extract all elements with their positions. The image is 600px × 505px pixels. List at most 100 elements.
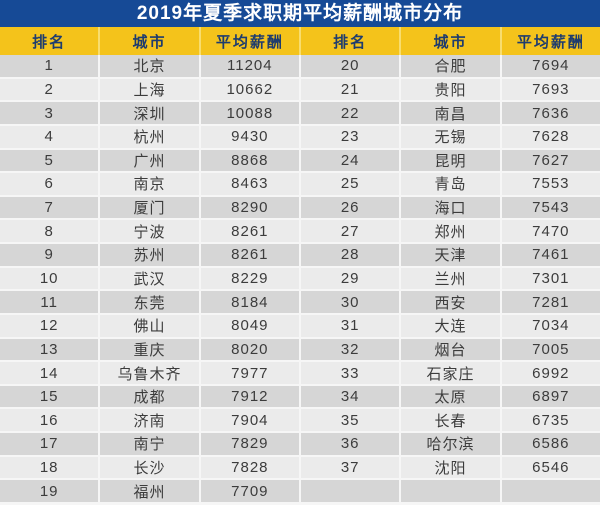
cell-salary-right: 7694: [501, 55, 600, 77]
cell-salary-right: 7543: [501, 196, 600, 219]
cell-salary-left: 7904: [200, 409, 299, 432]
cell-salary-left: 8020: [200, 338, 299, 361]
cell-salary-left: 8290: [200, 196, 299, 219]
cell-salary-right: 7553: [501, 173, 600, 195]
cell-salary-left: 7829: [200, 433, 299, 455]
cell-salary-right: 7461: [501, 244, 600, 266]
cell-salary-left: 7709: [200, 480, 299, 502]
cell-rank-left: 18: [0, 456, 99, 479]
table-row: 15 成都 7912 34 太原 6897: [0, 385, 600, 408]
cell-rank-left: 15: [0, 385, 99, 408]
cell-salary-right: 6735: [501, 409, 600, 432]
cell-city-left: 南宁: [100, 433, 199, 455]
page-title: 2019年夏季求职期平均薪酬城市分布: [0, 0, 600, 27]
cell-rank-left: 7: [0, 196, 99, 219]
cell-rank-left: 12: [0, 314, 99, 337]
cell-salary-left: 8261: [200, 244, 299, 266]
table-row: 2 上海 10662 21 贵阳 7693: [0, 78, 600, 101]
column-header-city-left: 城市: [100, 27, 199, 55]
cell-rank-right: 32: [301, 338, 400, 361]
cell-salary-right: 7470: [501, 220, 600, 243]
cell-city-left: 深圳: [100, 102, 199, 124]
cell-rank-left: 13: [0, 338, 99, 361]
table-header: 排名 城市 平均薪酬 排名 城市 平均薪酬: [0, 27, 600, 55]
cell-rank-right: 34: [301, 385, 400, 408]
cell-city-left: 宁波: [100, 220, 199, 243]
cell-rank-right: 21: [301, 78, 400, 101]
cell-city-right: 大连: [401, 314, 500, 337]
cell-rank-right: 20: [301, 55, 400, 77]
cell-salary-right: 7034: [501, 314, 600, 337]
cell-salary-left: 11204: [200, 55, 299, 77]
cell-salary-right: 7005: [501, 338, 600, 361]
cell-salary-left: 8229: [200, 267, 299, 290]
cell-salary-right: 7281: [501, 291, 600, 313]
cell-rank-left: 11: [0, 291, 99, 313]
cell-salary-right: 6897: [501, 385, 600, 408]
cell-salary-left: 8049: [200, 314, 299, 337]
cell-city-right: 郑州: [401, 220, 500, 243]
table-row: 16 济南 7904 35 长春 6735: [0, 409, 600, 432]
cell-city-right: 贵阳: [401, 78, 500, 101]
cell-city-left: 重庆: [100, 338, 199, 361]
table-row: 7 厦门 8290 26 海口 7543: [0, 196, 600, 219]
cell-rank-right: 27: [301, 220, 400, 243]
cell-rank-left: 10: [0, 267, 99, 290]
cell-rank-right: 31: [301, 314, 400, 337]
cell-rank-right: 30: [301, 291, 400, 313]
cell-city-right: 无锡: [401, 125, 500, 148]
cell-salary-right: 6992: [501, 362, 600, 384]
cell-city-left: 上海: [100, 78, 199, 101]
cell-city-left: 成都: [100, 385, 199, 408]
cell-salary-right: 7628: [501, 125, 600, 148]
cell-salary-left: 7977: [200, 362, 299, 384]
cell-salary-right: [501, 480, 600, 502]
table-body: 1 北京 11204 20 合肥 7694 2 上海 10662 21 贵阳 7…: [0, 55, 600, 505]
cell-salary-left: 8868: [200, 149, 299, 172]
table-row: 12 佛山 8049 31 大连 7034: [0, 314, 600, 337]
cell-city-left: 杭州: [100, 125, 199, 148]
cell-rank-right: 25: [301, 173, 400, 195]
cell-city-right: 太原: [401, 385, 500, 408]
column-header-salary-left: 平均薪酬: [200, 27, 299, 55]
cell-city-right: 长春: [401, 409, 500, 432]
table-row: 3 深圳 10088 22 南昌 7636: [0, 102, 600, 124]
cell-city-right: 兰州: [401, 267, 500, 290]
table-row: 10 武汉 8229 29 兰州 7301: [0, 267, 600, 290]
cell-city-right: 西安: [401, 291, 500, 313]
cell-salary-right: 6546: [501, 456, 600, 479]
cell-rank-left: 19: [0, 480, 99, 502]
table-row: 11 东莞 8184 30 西安 7281: [0, 291, 600, 313]
cell-rank-left: 3: [0, 102, 99, 124]
cell-rank-left: 1: [0, 55, 99, 77]
cell-salary-right: 7627: [501, 149, 600, 172]
cell-salary-left: 7828: [200, 456, 299, 479]
cell-rank-left: 17: [0, 433, 99, 455]
cell-salary-right: 7693: [501, 78, 600, 101]
cell-city-right: 石家庄: [401, 362, 500, 384]
cell-salary-left: 9430: [200, 125, 299, 148]
table-row: 1 北京 11204 20 合肥 7694: [0, 55, 600, 77]
cell-rank-right: 24: [301, 149, 400, 172]
cell-city-right: 天津: [401, 244, 500, 266]
cell-rank-right: 37: [301, 456, 400, 479]
cell-city-right: 海口: [401, 196, 500, 219]
cell-salary-right: 7301: [501, 267, 600, 290]
cell-salary-right: 7636: [501, 102, 600, 124]
cell-rank-left: 16: [0, 409, 99, 432]
cell-salary-left: 10662: [200, 78, 299, 101]
table-row: 4 杭州 9430 23 无锡 7628: [0, 125, 600, 148]
cell-rank-left: 6: [0, 173, 99, 195]
cell-salary-left: 8463: [200, 173, 299, 195]
cell-city-left: 福州: [100, 480, 199, 502]
cell-city-left: 北京: [100, 55, 199, 77]
column-header-rank-right: 排名: [301, 27, 400, 55]
cell-city-left: 苏州: [100, 244, 199, 266]
cell-rank-right: 26: [301, 196, 400, 219]
cell-rank-right: 23: [301, 125, 400, 148]
cell-city-right: 青岛: [401, 173, 500, 195]
table-row: 13 重庆 8020 32 烟台 7005: [0, 338, 600, 361]
cell-city-left: 长沙: [100, 456, 199, 479]
cell-city-left: 南京: [100, 173, 199, 195]
